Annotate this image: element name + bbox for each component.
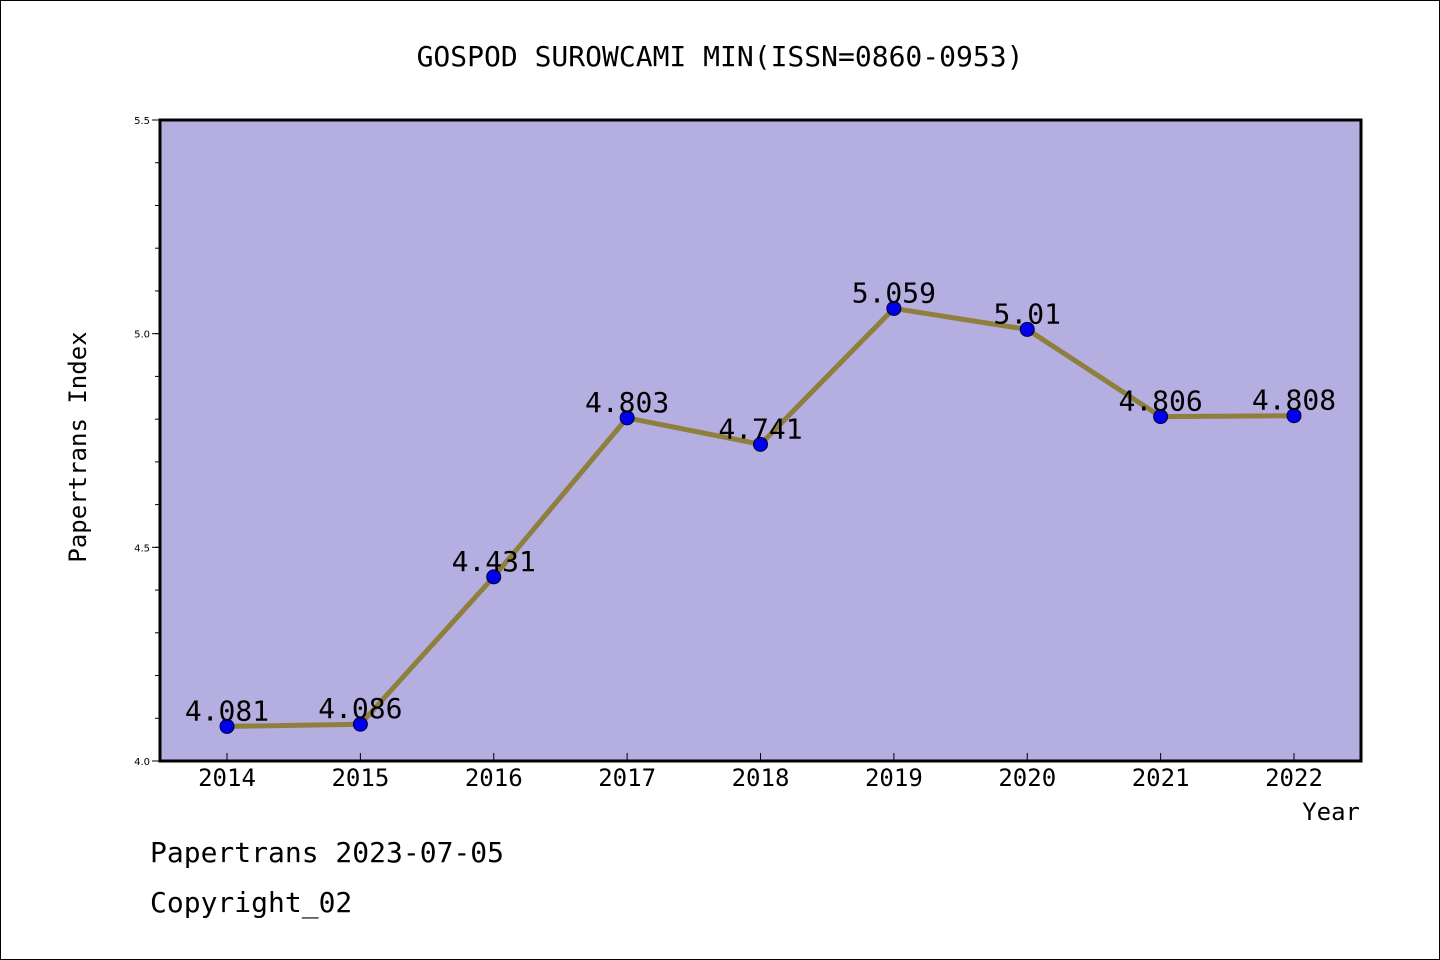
- x-tick-label: 2017: [598, 764, 656, 792]
- y-tick-label: 4.0: [134, 757, 150, 768]
- y-axis: 4.0 4.5 5.0 5.5: [134, 116, 160, 768]
- data-label: 4.431: [452, 545, 536, 578]
- x-tick-label: 2019: [865, 764, 923, 792]
- data-point: [352, 716, 368, 732]
- x-tick-label: 2016: [465, 764, 523, 792]
- data-label: 4.081: [185, 694, 269, 727]
- series-group: 4.081 4.086 4.431 4.803 4.741 5.059 5.01 4.806 4…: [185, 276, 1336, 734]
- x-tick-label: 2014: [198, 764, 256, 792]
- data-point: [219, 718, 235, 734]
- data-label: 4.808: [1252, 384, 1336, 417]
- data-label: 4.086: [318, 692, 402, 725]
- chart-title: GOSPOD SUROWCAMI MIN(ISSN=0860-0953): [417, 40, 1024, 73]
- data-point: [1019, 321, 1035, 337]
- data-label: 5.01: [994, 297, 1061, 330]
- data-label: 4.806: [1118, 385, 1202, 418]
- x-tick-label: 2020: [998, 764, 1056, 792]
- y-axis-label: Papertrans Index: [64, 331, 92, 562]
- data-point: [486, 569, 502, 585]
- x-tick-label: 2022: [1265, 764, 1323, 792]
- data-label: 4.803: [585, 386, 669, 419]
- data-point: [619, 410, 635, 426]
- y-tick-label: 5.5: [134, 116, 150, 127]
- data-label: 4.741: [718, 412, 802, 445]
- x-tick-label: 2021: [1132, 764, 1190, 792]
- y-tick-label: 4.5: [134, 543, 150, 554]
- x-tick-label: 2015: [331, 764, 389, 792]
- data-point: [753, 436, 768, 452]
- data-point: [1286, 408, 1302, 424]
- footer-copyright: Copyright_02: [150, 886, 353, 919]
- x-tick-label: 2018: [732, 764, 790, 792]
- x-axis: 2014 2015 2016 2017 2018 2019 2020 2021 2022: [198, 753, 1323, 792]
- y-tick-label: 5.0: [134, 330, 150, 341]
- data-point: [1153, 409, 1169, 425]
- x-axis-label: Year: [1302, 798, 1360, 826]
- data-point: [886, 300, 902, 316]
- footer-date: Papertrans 2023-07-05: [150, 836, 505, 869]
- data-label: 5.059: [852, 276, 936, 309]
